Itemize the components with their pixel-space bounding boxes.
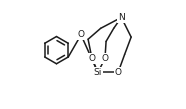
Text: O: O <box>78 30 84 39</box>
Text: O: O <box>88 54 95 63</box>
Text: Si: Si <box>94 68 102 77</box>
Text: O: O <box>102 54 108 63</box>
Text: N: N <box>118 13 125 22</box>
Text: O: O <box>115 68 122 77</box>
